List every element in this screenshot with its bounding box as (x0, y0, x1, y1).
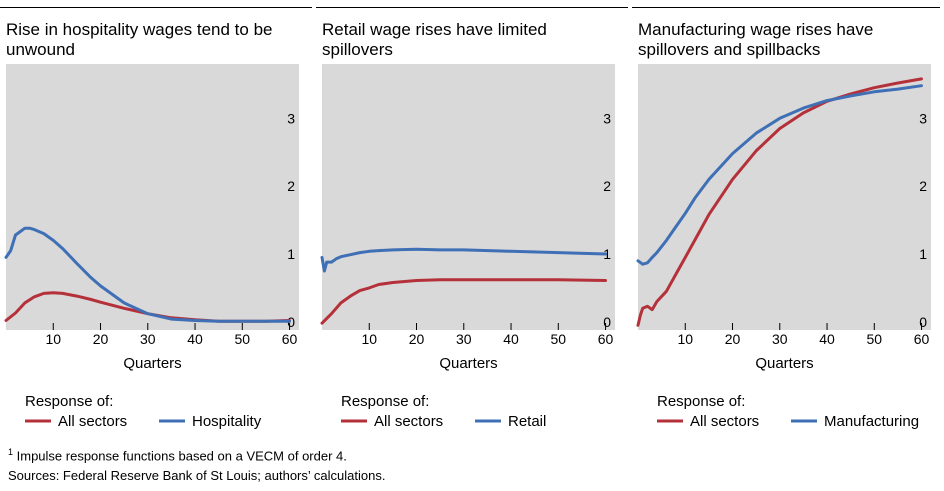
legend-title: Response of: (25, 393, 113, 410)
footnotes: 1 Impulse response functions based on a … (8, 442, 385, 486)
series-line-hospitality (4, 226, 291, 323)
y-tick-label: 1 (287, 246, 295, 262)
y-tick-label: 2 (603, 178, 611, 194)
y-tick-label: 3 (603, 110, 611, 126)
series-line-retail (320, 247, 607, 273)
x-tick-label: 20 (725, 331, 741, 347)
x-tick-label: 60 (914, 331, 930, 347)
legend-label: Hospitality (192, 413, 262, 430)
x-tick-label: 40 (819, 331, 835, 347)
y-tick-label: 3 (919, 110, 927, 126)
x-tick-label: 10 (677, 331, 693, 347)
x-tick-label: 50 (867, 331, 883, 347)
panel-retail: Retail wage rises have limitedspillovers… (316, 7, 628, 430)
x-tick-label: 40 (503, 331, 519, 347)
footnote-line: 1 Impulse response functions based on a … (8, 442, 385, 466)
legend-label: Manufacturing (824, 413, 919, 430)
panel-manufacturing: Manufacturing wage rises havespillovers … (632, 7, 940, 430)
legend-label: All sectors (690, 413, 759, 430)
legend-label: Retail (508, 413, 546, 430)
legend-label: All sectors (374, 413, 443, 430)
y-tick-label: 0 (287, 314, 295, 330)
series-line-all-sectors (320, 278, 607, 325)
plot-area (6, 64, 299, 330)
x-tick-label: 20 (93, 331, 109, 347)
chart-title-line: spillovers and spillbacks (638, 40, 820, 59)
x-axis-label: Quarters (123, 355, 181, 372)
x-tick-label: 30 (456, 331, 472, 347)
x-tick-label: 10 (45, 331, 61, 347)
x-tick-label: 10 (361, 331, 377, 347)
x-tick-label: 50 (551, 331, 567, 347)
y-tick-label: 0 (919, 314, 927, 330)
x-tick-label: 20 (409, 331, 425, 347)
plot-area (322, 64, 615, 330)
footnote-text: Impulse response functions based on a VE… (13, 448, 347, 464)
y-tick-label: 1 (603, 246, 611, 262)
sources-line: Sources: Federal Reserve Bank of St Loui… (8, 468, 386, 484)
chart-title-line: spillovers (322, 40, 393, 59)
plot-area (638, 64, 931, 330)
x-tick-label: 60 (282, 331, 298, 347)
y-tick-label: 0 (603, 314, 611, 330)
legend-title: Response of: (341, 393, 429, 410)
y-tick-label: 1 (919, 246, 927, 262)
legend-title: Response of: (657, 393, 745, 410)
x-tick-label: 50 (235, 331, 251, 347)
y-tick-label: 3 (287, 110, 295, 126)
y-tick-label: 2 (919, 178, 927, 194)
x-axis-label: Quarters (439, 355, 497, 372)
footnote-marker: 1 (8, 447, 14, 457)
y-tick-label: 2 (287, 178, 295, 194)
series-line-manufacturing (636, 84, 923, 266)
x-tick-label: 30 (772, 331, 788, 347)
x-tick-label: 60 (598, 331, 614, 347)
chart-title-line: Retail wage rises have limited (322, 20, 547, 39)
chart-title-line: Manufacturing wage rises have (638, 20, 873, 39)
x-tick-label: 40 (187, 331, 203, 347)
series-line-all-sectors (636, 77, 923, 327)
chart-title-line: unwound (6, 40, 75, 59)
x-tick-label: 30 (140, 331, 156, 347)
chart-title-line: Rise in hospitality wages tend to be (6, 20, 273, 39)
panel-hospitality: Rise in hospitality wages tend to beunwo… (0, 7, 312, 430)
x-axis-label: Quarters (755, 355, 813, 372)
legend-label: All sectors (58, 413, 127, 430)
